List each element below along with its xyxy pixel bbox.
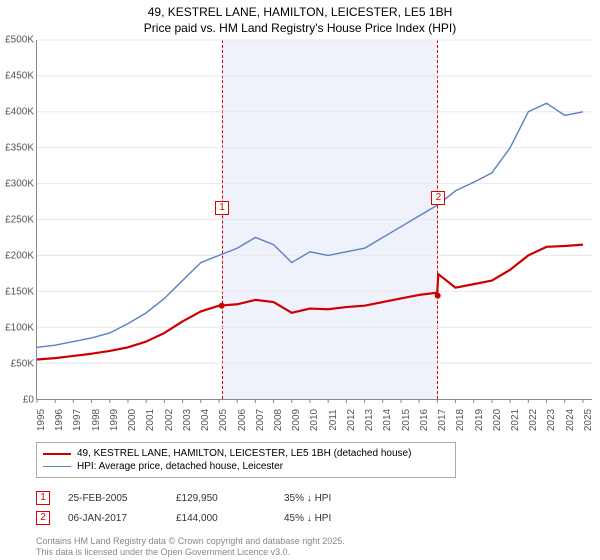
sale-row: 1 25-FEB-2005 £129,950 35% ↓ HPI (36, 488, 374, 508)
legend-swatch (43, 466, 71, 467)
y-tick-label: £250K (5, 215, 34, 226)
sale-price: £144,000 (176, 513, 266, 524)
chart-title: 49, KESTREL LANE, HAMILTON, LEICESTER, L… (0, 0, 600, 36)
legend-label: HPI: Average price, detached house, Leic… (77, 461, 283, 472)
footer: Contains HM Land Registry data © Crown c… (36, 536, 345, 558)
x-tick-label: 2012 (346, 409, 357, 431)
sale-marker-box: 1 (215, 201, 229, 215)
sale-delta: 35% ↓ HPI (284, 493, 374, 504)
sale-delta: 45% ↓ HPI (284, 513, 374, 524)
title-line-2: Price paid vs. HM Land Registry's House … (0, 20, 600, 36)
plot-area: 12 (36, 40, 592, 400)
y-axis: £0£50K£100K£150K£200K£250K£300K£350K£400… (0, 40, 36, 400)
sale-price: £129,950 (176, 493, 266, 504)
y-tick-label: £400K (5, 107, 34, 118)
sale-marker-box: 2 (431, 191, 445, 205)
x-tick-label: 2025 (583, 409, 594, 431)
y-tick-label: £100K (5, 323, 34, 334)
sale-date: 25-FEB-2005 (68, 493, 158, 504)
sale-point (219, 303, 225, 309)
x-tick-label: 2005 (218, 409, 229, 431)
x-tick-label: 2016 (419, 409, 430, 431)
plot-svg (37, 40, 592, 399)
x-tick-label: 2007 (255, 409, 266, 431)
legend: 49, KESTREL LANE, HAMILTON, LEICESTER, L… (36, 442, 456, 478)
x-tick-label: 2019 (474, 409, 485, 431)
x-tick-label: 2003 (182, 409, 193, 431)
y-tick-label: £150K (5, 287, 34, 298)
x-tick-label: 1999 (109, 409, 120, 431)
footer-line-2: This data is licensed under the Open Gov… (36, 547, 345, 558)
legend-item: HPI: Average price, detached house, Leic… (43, 460, 449, 473)
x-tick-label: 2010 (309, 409, 320, 431)
x-tick-label: 2004 (200, 409, 211, 431)
legend-swatch (43, 453, 71, 455)
x-tick-label: 2000 (127, 409, 138, 431)
y-tick-label: £300K (5, 179, 34, 190)
series-property (37, 245, 583, 360)
x-tick-label: 1997 (72, 409, 83, 431)
x-tick-label: 2017 (437, 409, 448, 431)
sale-row-index: 1 (36, 491, 50, 505)
legend-label: 49, KESTREL LANE, HAMILTON, LEICESTER, L… (77, 448, 411, 459)
sale-date: 06-JAN-2017 (68, 513, 158, 524)
y-tick-label: £50K (11, 359, 34, 370)
x-tick-label: 2013 (364, 409, 375, 431)
sale-point (435, 293, 441, 299)
legend-item: 49, KESTREL LANE, HAMILTON, LEICESTER, L… (43, 447, 449, 460)
x-tick-label: 2008 (273, 409, 284, 431)
y-tick-label: £500K (5, 35, 34, 46)
y-tick-label: £0 (23, 395, 34, 406)
x-tick-label: 2009 (291, 409, 302, 431)
x-tick-label: 1996 (54, 409, 65, 431)
x-tick-label: 1998 (91, 409, 102, 431)
x-tick-label: 2001 (145, 409, 156, 431)
x-tick-label: 2006 (237, 409, 248, 431)
x-tick-label: 2014 (382, 409, 393, 431)
y-tick-label: £450K (5, 71, 34, 82)
footer-line-1: Contains HM Land Registry data © Crown c… (36, 536, 345, 547)
x-tick-label: 2002 (164, 409, 175, 431)
x-tick-label: 2024 (565, 409, 576, 431)
sale-row-index: 2 (36, 511, 50, 525)
x-tick-label: 2018 (455, 409, 466, 431)
y-tick-label: £200K (5, 251, 34, 262)
sales-table: 1 25-FEB-2005 £129,950 35% ↓ HPI 2 06-JAN-201… (36, 488, 374, 528)
chart-container: 49, KESTREL LANE, HAMILTON, LEICESTER, L… (0, 0, 600, 560)
x-tick-label: 2020 (492, 409, 503, 431)
x-axis: 1995 1996 1997 1998 1999 2000 2001 2002 2003 2004… (36, 400, 592, 438)
x-tick-label: 2023 (546, 409, 557, 431)
series-hpi (37, 103, 583, 347)
sale-row: 2 06-JAN-2017 £144,000 45% ↓ HPI (36, 508, 374, 528)
y-tick-label: £350K (5, 143, 34, 154)
x-tick-label: 2015 (401, 409, 412, 431)
x-tick-label: 1995 (36, 409, 47, 431)
x-tick-label: 2011 (328, 409, 339, 431)
x-tick-label: 2021 (510, 409, 521, 431)
title-line-1: 49, KESTREL LANE, HAMILTON, LEICESTER, L… (0, 4, 600, 20)
x-tick-label: 2022 (528, 409, 539, 431)
